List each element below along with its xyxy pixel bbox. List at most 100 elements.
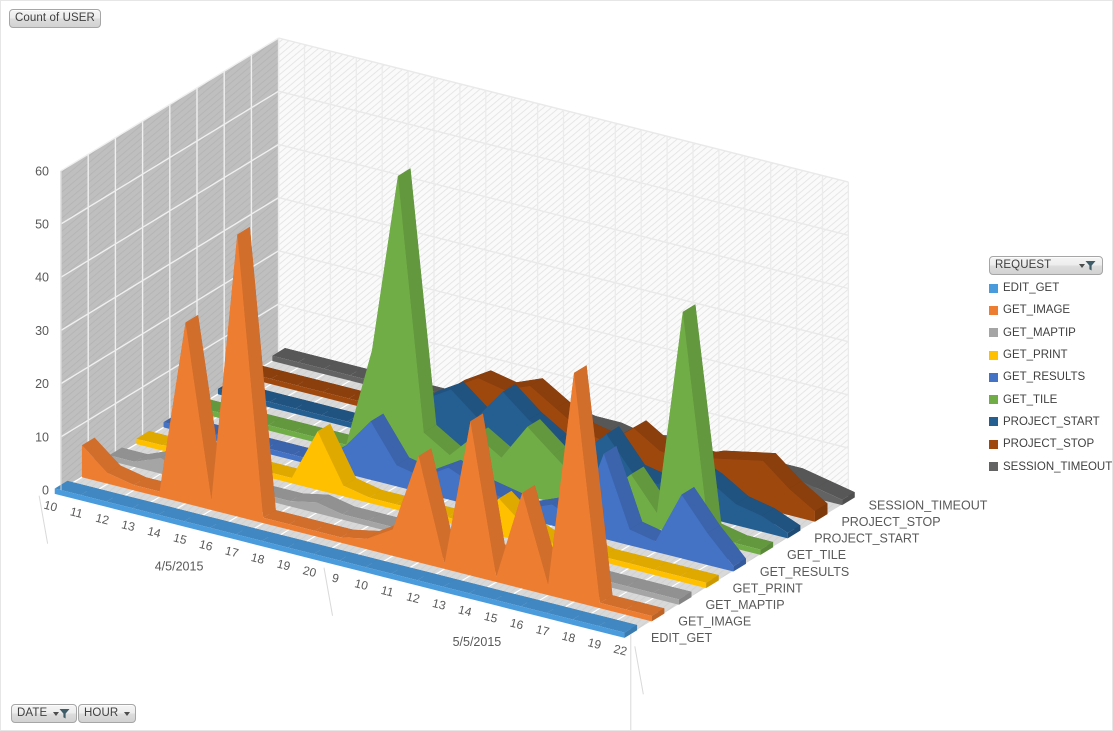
series-top-face (737, 451, 776, 461)
legend-label: PROJECT_START (1003, 415, 1100, 428)
series-end-cap (733, 558, 746, 572)
series-top-face (520, 598, 560, 613)
series-top-face (313, 546, 353, 561)
legend-label: EDIT_GET (1003, 282, 1060, 295)
category-axis-tick-label: 16 (509, 616, 526, 633)
series-top-face (295, 400, 335, 416)
series-top-face (574, 365, 613, 603)
legend-item-edit-get[interactable]: EDIT_GET (989, 277, 1109, 299)
series-top-face (654, 562, 693, 577)
series-front-face (81, 234, 652, 622)
series-top-face (528, 411, 568, 443)
legend-item-get-tile[interactable]: GET_TILE (989, 388, 1109, 410)
value-axis-tick-label: 40 (35, 271, 49, 285)
category-axis-tick-label: 16 (198, 537, 215, 554)
series-end-cap (678, 591, 692, 605)
category-group-separator (634, 646, 644, 695)
series-top-face (80, 487, 120, 502)
series-top-face (370, 413, 410, 466)
value-axis-tick-label: 50 (35, 218, 49, 232)
series-top-face (598, 618, 638, 633)
axis-field-button-hour[interactable]: HOUR (78, 704, 137, 723)
axis-field-label-date: DATE (17, 707, 48, 719)
series-top-face (606, 426, 645, 473)
series-top-face (106, 493, 145, 509)
category-axis-tick-label: 19 (586, 635, 603, 652)
chevron-down-icon (124, 711, 131, 716)
legend-swatch (989, 283, 998, 293)
series-top-face (603, 446, 643, 530)
series-top-face (54, 480, 94, 496)
category-axis-tick-label: 18 (560, 629, 577, 646)
series-end-cap (842, 492, 855, 506)
legend-item-project-stop[interactable]: PROJECT_STOP (989, 433, 1109, 455)
series-top-face (321, 407, 360, 422)
series-top-face (132, 500, 171, 515)
series-top-face (324, 361, 363, 376)
legend-label: GET_PRINT (1003, 349, 1068, 362)
category-group-separator (38, 495, 49, 544)
category-axis-tick-label: 13 (120, 517, 137, 534)
category-axis-tick-label: 13 (431, 596, 448, 613)
category-group-label: 4/5/2015 (155, 560, 204, 574)
series-top-face (707, 525, 746, 567)
series-top-face (711, 450, 750, 460)
category-axis-tick-label: 19 (275, 557, 292, 574)
chevron-down-icon (53, 711, 60, 716)
legend-item-project-start[interactable]: PROJECT_START (989, 411, 1109, 433)
series-top-face (316, 494, 355, 515)
series-axis-tick-label: GET_RESULTS (760, 565, 849, 579)
series-top-face (317, 423, 357, 486)
series-top-face (135, 450, 174, 462)
legend-item-get-results[interactable]: GET_RESULTS (989, 366, 1109, 388)
series-front-face (54, 488, 625, 638)
series-top-face (816, 480, 855, 500)
series-top-face (625, 601, 665, 616)
value-axis-tick-label: 10 (35, 430, 49, 444)
series-edit-get[interactable] (54, 480, 638, 638)
series-top-face (136, 431, 175, 446)
series-axis-tick-label: GET_PRINT (733, 581, 804, 595)
legend-field-button-request[interactable]: REQUEST (989, 256, 1103, 275)
series-end-cap (787, 525, 801, 539)
legend-item-get-image[interactable]: GET_IMAGE (989, 299, 1109, 321)
series-top-face (184, 513, 223, 528)
series-top-face (681, 486, 720, 534)
value-field-button[interactable]: Count of USER (9, 9, 101, 28)
series-end-cap (814, 503, 828, 522)
chart-plot-area (54, 168, 855, 638)
category-axis-tick-label: 15 (172, 530, 189, 547)
series-axis-tick-label: GET_TILE (787, 548, 846, 562)
legend-swatch (989, 395, 998, 405)
value-axis-tick-label: 30 (35, 324, 49, 338)
series-end-cap (706, 575, 719, 589)
legend-item-get-print[interactable]: GET_PRINT (989, 344, 1109, 366)
category-axis-tick-label: 9 (330, 571, 340, 586)
filter-funnel-icon (59, 709, 70, 719)
legend-label: GET_RESULTS (1003, 371, 1086, 384)
series-top-face (763, 453, 802, 489)
series-top-face (269, 394, 309, 409)
series-top-face (287, 539, 327, 554)
axis-field-button-date[interactable]: DATE (11, 704, 78, 723)
series-top-face (289, 516, 328, 531)
category-axis-tick-label: 14 (457, 602, 474, 619)
series-top-face (81, 437, 121, 474)
legend-label: GET_MAPTIP (1003, 326, 1076, 339)
series-top-face (107, 465, 147, 485)
series-top-face (369, 490, 408, 505)
series-get-image[interactable] (81, 226, 665, 622)
series-top-face (469, 585, 508, 600)
legend-item-get-maptip[interactable]: GET_MAPTIP (989, 322, 1109, 344)
legend-swatch (989, 372, 998, 382)
series-top-face (365, 559, 404, 574)
series-axis-tick-label: SESSION_TIMEOUT (869, 498, 988, 512)
series-top-face (210, 520, 249, 535)
series-top-face (263, 510, 302, 525)
legend-item-session-timeout[interactable]: SESSION_TIMEOUT (989, 455, 1112, 477)
category-axis-tick-label: 14 (146, 524, 163, 541)
series-top-face (236, 526, 275, 541)
series-top-face (296, 377, 336, 392)
series-top-face (425, 381, 464, 399)
